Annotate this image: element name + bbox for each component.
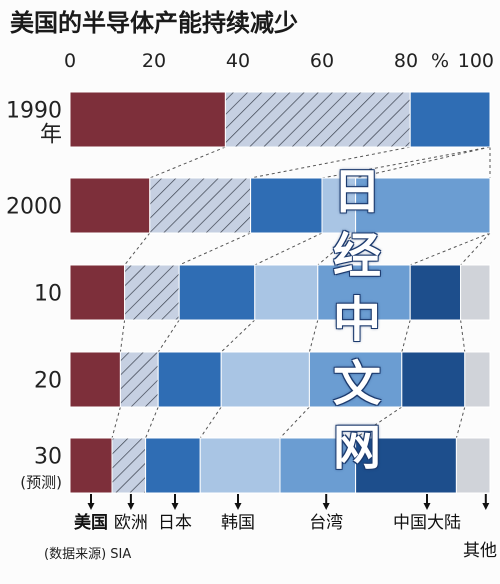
- connector-line: [455, 406, 466, 439]
- legend-label: 日本: [158, 513, 192, 533]
- bar-segment: [145, 437, 201, 494]
- bar-segment: [409, 91, 491, 148]
- connector-line: [321, 146, 491, 179]
- bar-segment: [111, 437, 147, 494]
- bar-segment: [464, 351, 491, 408]
- watermark-char: 中: [332, 292, 381, 348]
- watermark-char: 日: [332, 164, 381, 220]
- x-tick-label: 0: [64, 50, 76, 72]
- chart-title: 美国的半导体产能持续减少: [10, 9, 298, 37]
- bar-segment: [308, 351, 403, 408]
- source-note: (数据来源) SIA: [44, 547, 131, 562]
- category-label: 30: [34, 445, 62, 470]
- bar-segment: [220, 351, 310, 408]
- legend-marker-arrow: [322, 503, 330, 510]
- bar-segment: [178, 264, 256, 321]
- bar-segment: [69, 264, 126, 321]
- category-label: 2000: [6, 195, 62, 220]
- bar-segment: [69, 177, 151, 234]
- connector-line: [460, 319, 466, 353]
- bar-segment: [321, 177, 357, 234]
- legend-label: 台湾: [309, 513, 343, 533]
- bar-segment: [149, 177, 252, 234]
- x-tick-label: 100: [458, 50, 494, 72]
- legend-marker-arrow: [423, 503, 431, 510]
- bar-segment: [409, 264, 462, 321]
- legend-label: 美国: [74, 512, 108, 533]
- bar-segment: [157, 351, 222, 408]
- connector-lines: [111, 146, 491, 439]
- bar-segment: [460, 264, 491, 321]
- bar-segment: [279, 437, 357, 494]
- x-tick-label: 40: [226, 50, 250, 72]
- watermark-char: 网: [332, 420, 381, 476]
- connector-line: [178, 232, 251, 266]
- category-sublabel: (预测): [20, 474, 62, 492]
- category-label: 1990: [6, 99, 62, 124]
- connector-line: [119, 319, 126, 353]
- legend-label: 其他: [463, 541, 497, 561]
- legend-marker-arrow: [234, 503, 242, 510]
- connector-line: [220, 319, 256, 353]
- connector-line: [111, 406, 121, 439]
- bar-segment: [119, 351, 159, 408]
- connector-line: [157, 319, 180, 353]
- x-tick-label: 80: [394, 50, 418, 72]
- category-sublabel: 年: [40, 123, 62, 148]
- connector-line: [145, 406, 159, 439]
- watermark-char: 文: [332, 356, 381, 412]
- category-label: 20: [34, 369, 62, 394]
- bar-segment: [124, 264, 180, 321]
- bar-segment: [250, 177, 323, 234]
- legend-marker-arrow: [87, 503, 95, 510]
- category-label: 10: [34, 282, 62, 307]
- bar-segment: [355, 437, 457, 494]
- legend-marker-arrow: [171, 503, 179, 510]
- bar-segment: [401, 351, 466, 408]
- bar-segment: [224, 91, 411, 148]
- connector-line: [279, 406, 310, 439]
- connector-line: [124, 232, 151, 266]
- bar-segment: [69, 437, 113, 494]
- bar-segment: [355, 177, 491, 234]
- legend-label: 欧洲: [114, 513, 148, 533]
- connector-line: [308, 319, 319, 353]
- connector-line: [460, 232, 491, 266]
- bar-segment: [69, 91, 226, 148]
- connector-line: [149, 146, 226, 179]
- bar-segment: [69, 351, 121, 408]
- legend-marker-arrow: [127, 503, 135, 510]
- legend-marker-arrow: [482, 503, 490, 510]
- x-tick-label: 60: [310, 50, 334, 72]
- bar-segment: [199, 437, 281, 494]
- connector-line: [410, 232, 491, 266]
- watermark: 日 经 中 文 网: [318, 160, 396, 480]
- connector-line: [254, 232, 323, 266]
- x-tick-label: 20: [142, 50, 166, 72]
- axis-unit-label: %: [431, 50, 449, 72]
- x-axis-ticks: 0 20 40 60 80 100: [64, 50, 494, 72]
- connector-line: [401, 319, 411, 353]
- watermark-char: 经: [332, 228, 381, 284]
- connector-line: [355, 146, 491, 179]
- bar-segment: [455, 437, 491, 494]
- bar-segments: [69, 91, 491, 494]
- legend-label: 中国大陆: [393, 513, 461, 533]
- connector-line: [317, 232, 356, 266]
- connector-line: [199, 406, 222, 439]
- bar-segment: [254, 264, 319, 321]
- legend-label: 韩国: [221, 513, 255, 533]
